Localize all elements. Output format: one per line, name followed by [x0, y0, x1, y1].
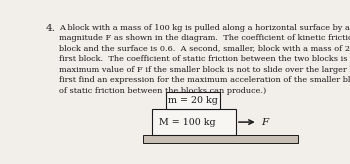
Text: A block with a mass of 100 kg is pulled along a horizontal surface by a force of: A block with a mass of 100 kg is pulled … — [59, 23, 350, 95]
Bar — [152, 109, 236, 135]
Text: M = 100 kg: M = 100 kg — [159, 118, 216, 127]
Text: F: F — [261, 118, 268, 127]
Text: 4.: 4. — [46, 23, 56, 32]
Bar — [143, 135, 298, 143]
Bar — [166, 92, 220, 109]
Text: m = 20 kg: m = 20 kg — [168, 96, 218, 105]
